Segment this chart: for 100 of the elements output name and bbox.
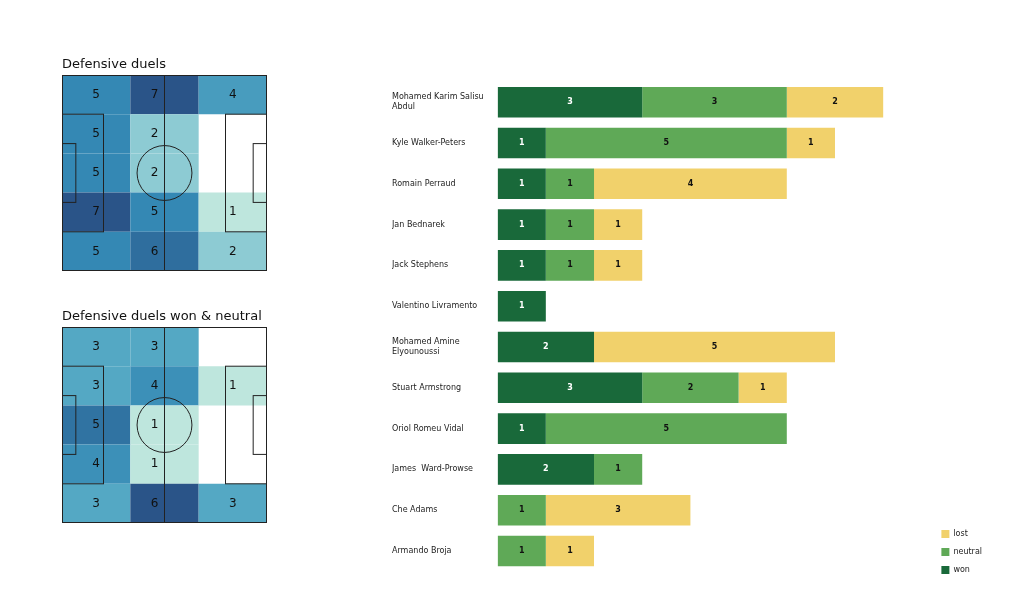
data-label: 3 — [711, 97, 718, 107]
bar — [497, 290, 546, 322]
data-label: 3 — [92, 495, 100, 510]
bar — [594, 331, 835, 363]
bar — [497, 454, 595, 485]
data-label: 7 — [92, 204, 100, 219]
data-label: 1 — [567, 178, 574, 188]
bar — [786, 86, 884, 118]
data-label: 5 — [92, 243, 100, 258]
bar — [497, 331, 595, 363]
bar — [594, 168, 787, 200]
data-label: 2 — [150, 125, 159, 140]
data-label: 3 — [567, 97, 573, 107]
y-tick-label: Jan Bednarek — [391, 219, 446, 229]
bar — [497, 209, 546, 240]
data-label: 3 — [150, 338, 159, 353]
data-label: 1 — [567, 260, 574, 270]
data-label: 6 — [150, 243, 159, 258]
data-label: 1 — [615, 464, 622, 474]
bar — [497, 250, 546, 281]
data-label: 6 — [150, 495, 159, 510]
y-tick-label: Stuart Armstrong — [392, 382, 462, 392]
data-label: 4 — [687, 178, 694, 188]
data-label: 1 — [229, 204, 237, 219]
y-tick-label: Armando Broja — [392, 546, 452, 556]
chart-title: Defensive duels won & neutral — [62, 308, 263, 323]
data-label: 5 — [92, 417, 100, 432]
y-tick-label: Mohamed Amine Elyounoussi — [392, 337, 460, 356]
data-label: 7 — [150, 86, 159, 101]
chart-title: Defensive duels — [62, 56, 167, 71]
y-tick-label: Oriol Romeu Vidal — [392, 423, 464, 433]
y-tick-label: Mohamed Karim Salisu Abdul — [392, 92, 484, 112]
data-label: 3 — [92, 377, 100, 392]
data-label: 5 — [92, 165, 100, 180]
data-label: 1 — [229, 377, 237, 392]
y-tick-label: Che Adams — [392, 505, 438, 515]
data-label: 4 — [150, 377, 159, 392]
data-label: 1 — [518, 546, 525, 556]
data-label: 2 — [832, 97, 838, 107]
bar — [545, 413, 787, 444]
bar — [786, 127, 835, 159]
data-label: 1 — [808, 138, 815, 148]
bar — [594, 250, 643, 281]
bar — [497, 535, 546, 567]
bar — [594, 209, 643, 240]
y-tick-label: Valentino Livramento — [392, 301, 478, 311]
bar — [545, 494, 691, 526]
data-label: 5 — [92, 86, 100, 101]
bar — [497, 372, 643, 404]
data-label: 1 — [518, 423, 525, 433]
data-label: 2 — [229, 243, 237, 258]
data-label: 2 — [543, 464, 549, 474]
data-label: 2 — [150, 165, 159, 180]
data-label: 3 — [567, 382, 573, 392]
bar — [642, 372, 739, 404]
data-label: 1 — [615, 260, 622, 270]
bar — [497, 127, 546, 159]
y-tick-label: Jack Stephens — [391, 260, 449, 270]
bar — [545, 209, 595, 240]
bar — [545, 168, 595, 200]
data-label: 1 — [567, 219, 574, 229]
data-label: 5 — [150, 204, 159, 219]
bar — [497, 168, 546, 200]
data-label: 4 — [229, 86, 237, 101]
bar — [642, 86, 787, 118]
data-label: 1 — [518, 219, 525, 229]
data-label: 2 — [687, 382, 694, 392]
bar — [497, 413, 546, 444]
y-tick-label: James Ward-Prowse — [391, 464, 474, 474]
legend-label: lost — [953, 529, 968, 539]
data-label: 1 — [518, 505, 525, 515]
bar — [545, 535, 595, 567]
data-label: 1 — [759, 382, 766, 392]
y-tick-label: Kyle Walker-Peters — [392, 138, 466, 148]
data-label: 5 — [711, 342, 718, 352]
bar — [594, 454, 643, 485]
data-label: 5 — [663, 423, 670, 433]
data-label: 1 — [615, 219, 622, 229]
data-label: 1 — [150, 417, 159, 432]
bar — [545, 127, 787, 159]
data-label: 5 — [92, 125, 100, 140]
y-tick-label: Romain Perraud — [392, 178, 456, 188]
data-label: 1 — [150, 456, 159, 471]
bar — [497, 86, 643, 118]
data-label: 3 — [615, 505, 621, 515]
data-label: 3 — [92, 338, 100, 353]
data-label: 1 — [518, 178, 525, 188]
data-label: 5 — [663, 138, 670, 148]
data-label: 2 — [543, 342, 549, 352]
legend-label: won — [953, 565, 970, 575]
data-label: 1 — [518, 260, 525, 270]
data-label: 1 — [518, 138, 525, 148]
legend-label: neutral — [953, 547, 983, 557]
data-label: 1 — [567, 546, 574, 556]
data-label: 1 — [518, 301, 525, 311]
bar — [497, 494, 546, 526]
bar — [545, 250, 595, 281]
data-label: 4 — [92, 456, 100, 471]
bar — [738, 372, 787, 404]
data-label: 3 — [229, 495, 237, 510]
